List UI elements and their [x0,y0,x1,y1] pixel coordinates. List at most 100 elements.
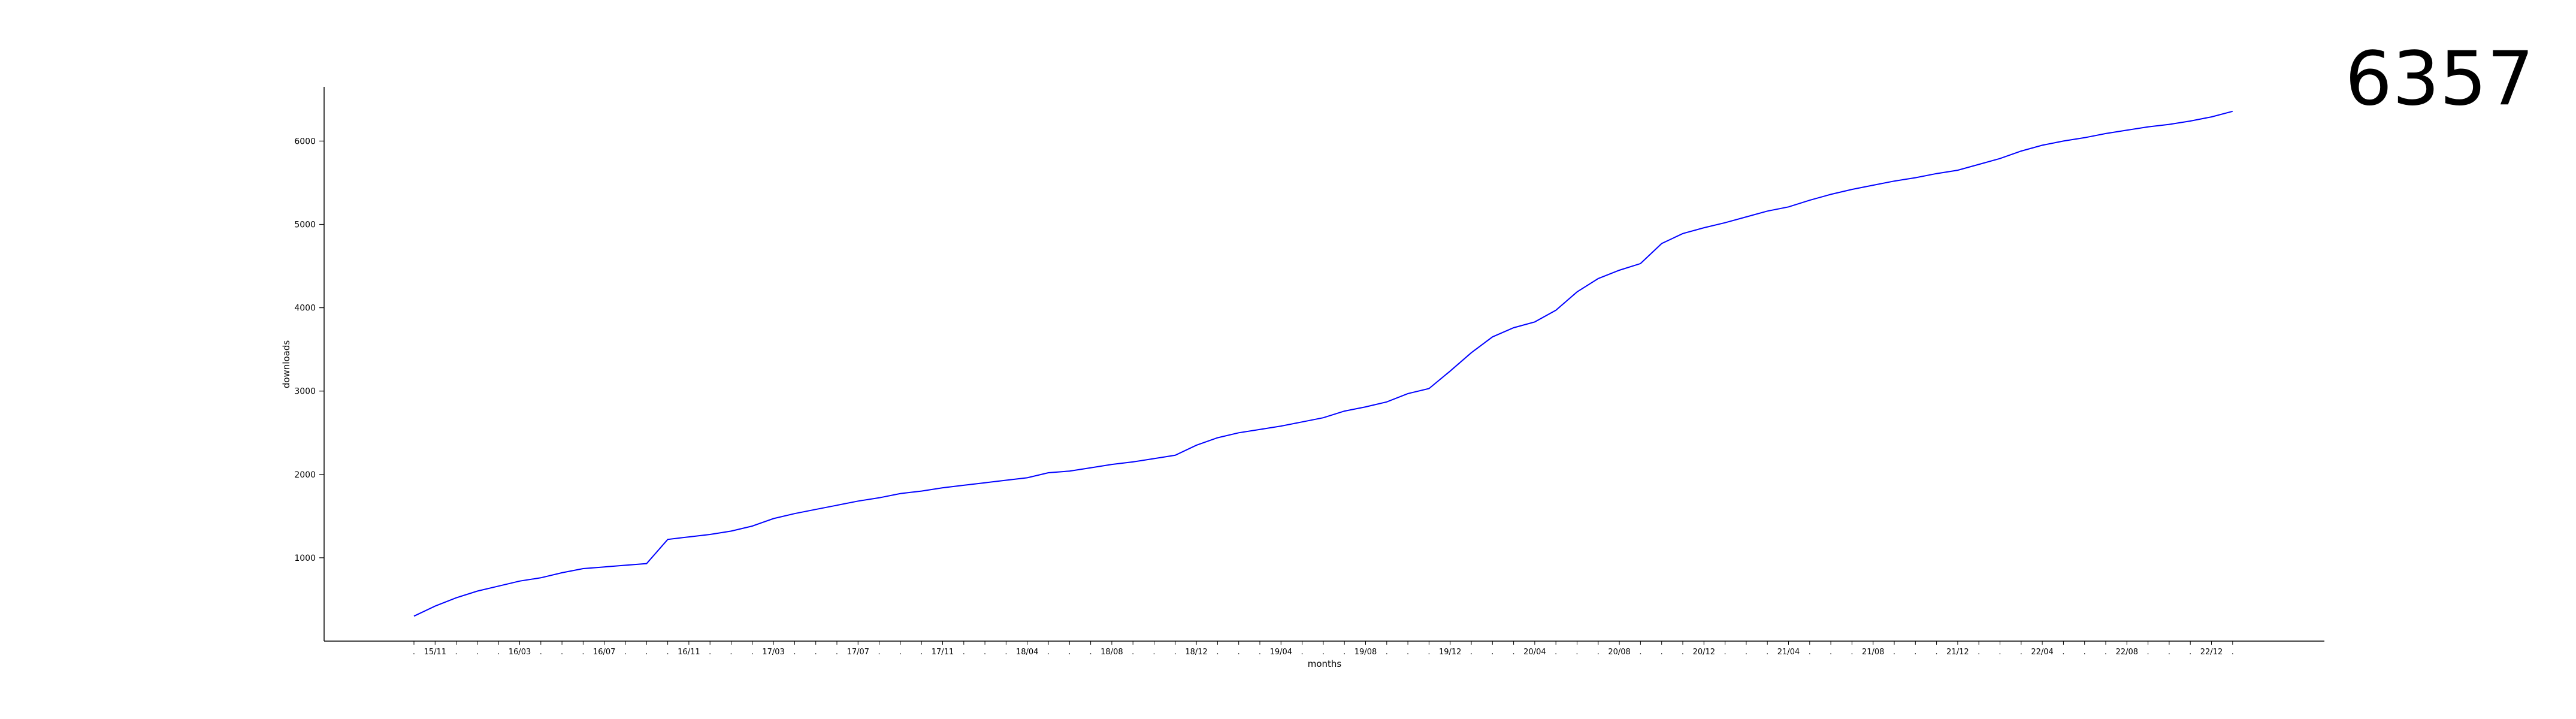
data-point [2063,140,2064,141]
x-tick-minor: . [1745,648,1747,657]
x-tick-minor: . [624,648,627,657]
x-tick-minor: . [497,648,500,657]
x-tick-minor: . [1830,648,1832,657]
data-point [1640,263,1641,264]
data-point [498,585,499,587]
x-tick-minor: . [1428,648,1430,657]
data-point [709,534,710,535]
x-tick-minor: . [1322,648,1325,657]
data-point [1915,177,1916,179]
x-tick-minor: . [963,648,965,657]
data-point [731,530,732,531]
data-point [1259,429,1260,430]
data-point [1323,417,1324,418]
data-point [1703,227,1704,228]
data-point [2232,111,2233,112]
x-tick-minor: . [561,648,563,657]
y-tick-label: 5000 [294,220,316,230]
data-point [1619,270,1620,271]
data-point [1428,388,1429,389]
data-point [1386,401,1387,403]
data-point [519,581,521,582]
x-tick-minor: . [2062,648,2064,657]
data-point [879,497,880,499]
data-point [984,482,985,484]
data-point [625,564,626,566]
x-tick-minor: . [1216,648,1219,657]
data-point [456,597,457,599]
x-tick-label: 16/11 [678,648,700,657]
x-tick-minor: . [1491,648,1493,657]
x-tick-minor: . [1639,648,1641,657]
data-point [963,485,965,486]
data-point [2169,124,2170,125]
axes [323,87,2324,642]
data-point [1302,421,1303,422]
data-point [815,509,817,510]
data-point [1217,437,1218,439]
x-tick-label: 19/08 [1354,648,1377,657]
x-tick-label: 22/12 [2200,648,2223,657]
data-point [688,536,690,537]
data-point [2148,126,2149,128]
x-tick-minor: . [2232,648,2234,657]
x-tick-minor: . [1238,648,1240,657]
x-tick-minor: . [1407,648,1409,657]
data-point [1534,321,1535,322]
data-point [561,572,563,573]
x-tick-minor: . [1851,648,1853,657]
x-tick-minor: . [709,648,711,657]
data-point [1746,216,1747,217]
data-point [1175,455,1176,456]
downloads-series-line [413,110,2233,617]
data-point [921,491,922,492]
data-point [900,493,901,494]
series-layer [413,110,2233,617]
data-point [540,577,542,578]
data-point [1513,327,1514,328]
x-tick-minor: . [455,648,458,657]
x-tick-label: 20/12 [1693,648,1715,657]
data-point [1492,336,1493,337]
x-tick-minor: . [2189,648,2191,657]
x-axis-ticks: . 15/11... 16/03... 16/07... 16/11... 17/03..… [413,641,2234,657]
data-point [2042,144,2043,146]
x-tick-minor: . [1555,648,1557,657]
x-tick-minor: . [793,648,796,657]
data-point [1005,480,1006,481]
data-point [1450,370,1451,371]
data-point [836,504,837,506]
x-tick-label: 18/08 [1100,648,1123,657]
x-tick-minor: . [667,648,669,657]
x-tick-minor: . [413,648,415,657]
data-point [1344,410,1345,412]
x-tick-minor: . [920,648,923,657]
x-tick-minor: . [540,648,542,657]
x-tick-minor: . [1893,648,1895,657]
data-point [794,513,795,514]
x-tick-label: 17/07 [847,648,869,657]
x-tick-minor: . [2105,648,2107,657]
x-tick-label: 22/08 [2116,648,2138,657]
x-tick-minor: . [1766,648,1768,657]
y-tick-label: 1000 [294,554,316,563]
x-tick-minor: . [2147,648,2149,657]
x-tick-minor: . [1470,648,1473,657]
data-point [604,566,605,567]
data-point [1132,461,1133,463]
x-tick-label: 20/08 [1608,648,1630,657]
data-point [1851,189,1852,190]
x-tick-minor: . [1343,648,1346,657]
y-tick-label: 6000 [294,137,316,146]
x-tick-minor: . [984,648,986,657]
x-tick-label: 20/04 [1523,648,1546,657]
data-point [582,568,583,569]
data-point [773,518,774,519]
x-tick-minor: . [1914,648,1916,657]
x-tick-minor: . [1513,648,1515,657]
x-tick-minor: . [815,648,817,657]
data-point [1957,170,1958,171]
x-tick-minor: . [1998,648,2001,657]
x-tick-minor: . [751,648,754,657]
